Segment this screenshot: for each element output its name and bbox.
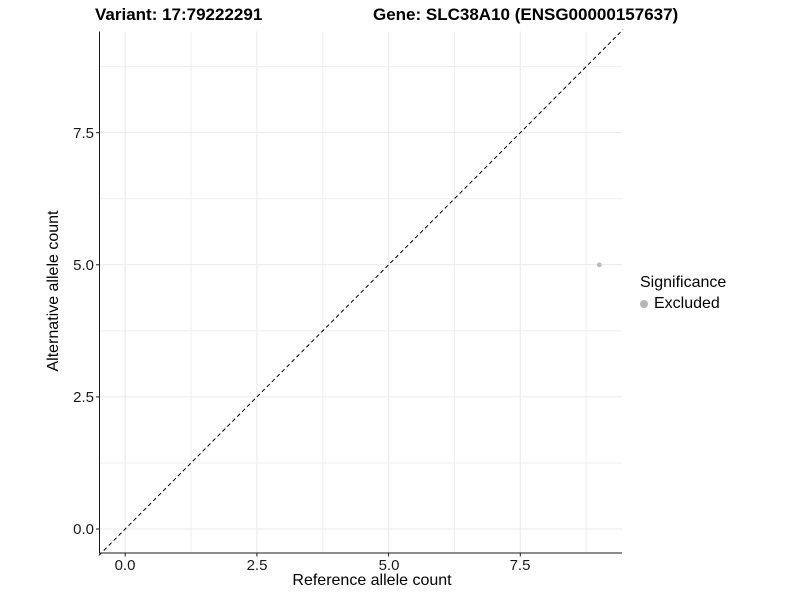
x-tick-label-2.5: 2.5 [246, 557, 268, 574]
identity-reference-line [98, 29, 624, 556]
y-tick-label-5.0: 5.0 [73, 257, 94, 274]
legend-title: Significance [640, 274, 727, 291]
y-axis-title: Alternative allele count [45, 210, 62, 372]
x-axis-title: Reference allele count [292, 572, 452, 589]
x-tick-label-5.0: 5.0 [378, 557, 400, 574]
x-tick-label-7.5: 7.5 [509, 557, 531, 574]
gene-title: Gene: SLC38A10 (ENSG00000157637) [373, 5, 679, 24]
legend: Significance Excluded [640, 274, 726, 313]
legend-item-label: Excluded [654, 295, 720, 312]
y-tick-label-2.5: 2.5 [73, 389, 94, 406]
legend-item-excluded: Excluded [640, 295, 726, 313]
excluded-point-icon [640, 300, 648, 308]
y-tick-label-7.5: 7.5 [73, 125, 94, 142]
y-tick-label-0: 0.0 [73, 521, 94, 538]
variant-title: Variant: 17:79222291 [95, 5, 263, 24]
x-tick-label-0: 0.0 [114, 557, 136, 574]
data-point [596, 262, 602, 268]
